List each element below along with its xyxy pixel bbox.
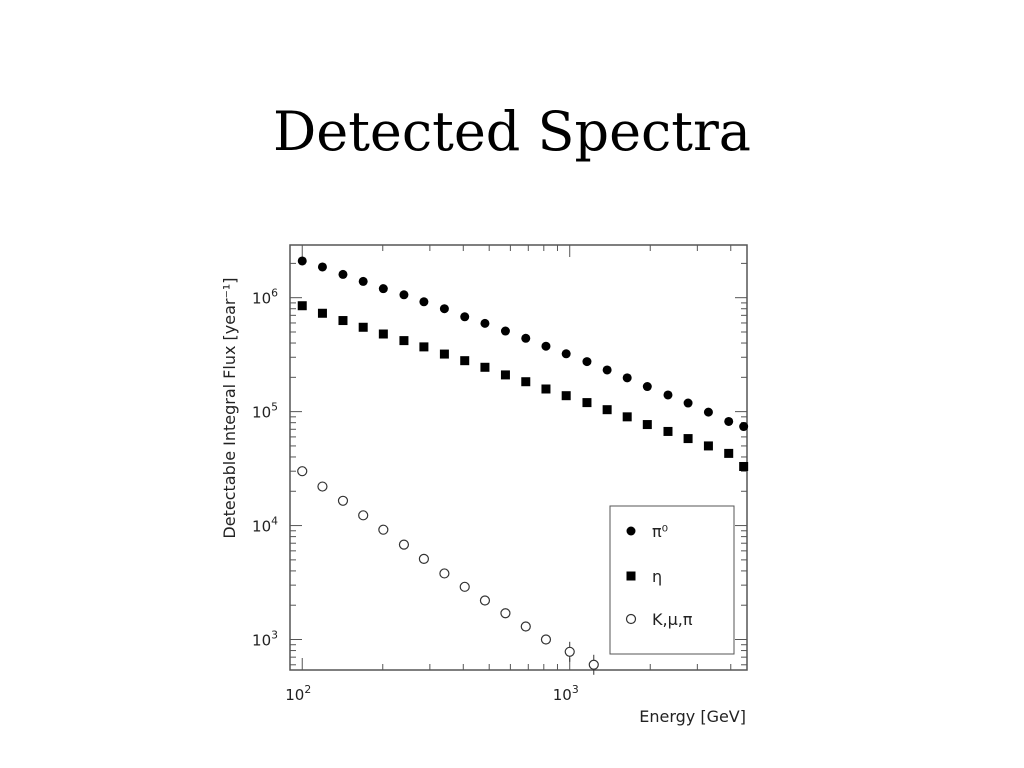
data-point <box>602 365 612 375</box>
legend-label: K,μ,π <box>652 610 693 629</box>
y-axis: 103 104 105 106 <box>252 262 747 666</box>
data-point <box>561 391 571 401</box>
plot-frame <box>289 244 748 671</box>
data-point <box>480 318 490 328</box>
series-2 <box>297 466 599 675</box>
y-axis-label: Detectable Integral Flux [year⁻¹] <box>220 277 239 538</box>
data-point <box>378 329 388 339</box>
data-point <box>358 276 368 286</box>
legend-marker <box>626 571 636 581</box>
data-point <box>739 461 749 471</box>
data-point <box>703 441 713 451</box>
data-point <box>724 448 734 458</box>
data-point <box>378 524 389 535</box>
data-point <box>358 322 368 332</box>
data-point <box>398 539 410 550</box>
data-point <box>521 333 531 343</box>
data-point <box>724 416 734 426</box>
data-point <box>439 349 449 359</box>
data-point <box>479 595 491 606</box>
data-point <box>419 297 429 307</box>
data-point <box>317 262 327 272</box>
legend: π⁰ η K,μ,π <box>609 505 735 655</box>
legend-marker <box>626 526 636 536</box>
data-point <box>399 336 409 346</box>
data-point <box>683 434 693 444</box>
data-point <box>418 553 430 564</box>
data-point <box>460 312 470 322</box>
data-point <box>561 349 571 359</box>
y-tick-label: 104 <box>252 515 278 536</box>
data-point <box>622 412 632 422</box>
data-point <box>378 284 388 294</box>
data-point <box>541 341 551 351</box>
slide-title: Detected Spectra <box>272 100 751 163</box>
data-point <box>582 357 592 367</box>
data-point <box>297 256 307 266</box>
data-point <box>622 373 632 383</box>
x-tick-label: 103 <box>553 683 579 704</box>
data-point <box>317 481 328 492</box>
data-series <box>297 256 749 675</box>
y-tick-label: 106 <box>252 287 278 308</box>
y-tick-label: 105 <box>252 401 278 422</box>
data-point <box>439 568 450 579</box>
data-point <box>582 398 592 408</box>
legend-marker <box>625 613 637 625</box>
y-tick-label: 103 <box>252 629 278 650</box>
data-point <box>683 398 693 408</box>
data-point <box>564 646 575 657</box>
data-point <box>663 426 673 436</box>
data-point <box>358 510 369 521</box>
axis-labels: Energy [GeV] Detectable Integral Flux [y… <box>220 277 746 726</box>
x-axis-label: Energy [GeV] <box>639 707 746 726</box>
series-1 <box>297 301 749 471</box>
data-point <box>399 290 409 300</box>
data-point <box>588 659 599 670</box>
data-point <box>337 495 349 506</box>
data-point <box>541 384 551 394</box>
legend-label: η <box>652 567 662 586</box>
data-point <box>739 422 749 432</box>
data-point <box>419 342 429 352</box>
data-point <box>500 370 510 380</box>
data-point <box>520 621 531 632</box>
data-point <box>500 326 510 336</box>
data-point <box>663 390 673 400</box>
data-point <box>297 301 307 311</box>
data-point <box>338 269 348 279</box>
data-point <box>480 362 490 372</box>
data-point <box>602 405 612 415</box>
legend-label: π⁰ <box>652 522 668 541</box>
data-point <box>540 634 552 645</box>
series-0 <box>297 256 749 432</box>
data-point <box>297 466 308 477</box>
data-point <box>703 407 713 417</box>
data-point <box>460 356 470 366</box>
data-point <box>642 382 652 392</box>
data-point <box>439 304 449 314</box>
data-point <box>459 581 470 592</box>
x-tick-label: 102 <box>285 683 311 704</box>
data-point <box>338 316 348 326</box>
data-point <box>521 377 531 387</box>
data-point <box>500 608 511 619</box>
data-point <box>642 420 652 430</box>
data-point <box>317 308 327 318</box>
